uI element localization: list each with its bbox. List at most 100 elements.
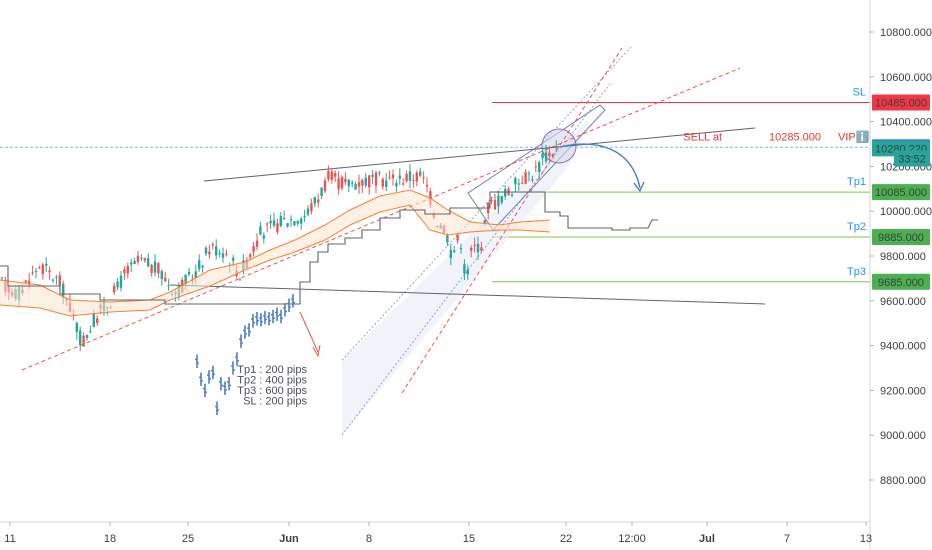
- price-label-text: 10085.000: [875, 187, 927, 199]
- x-tick-label[interactable]: Jul: [699, 533, 715, 545]
- candle-body: [303, 216, 306, 218]
- candle-body: [412, 180, 415, 182]
- candle-body: [208, 251, 211, 255]
- x-tick-label[interactable]: 15: [463, 533, 475, 545]
- level-label: Tp1: [847, 176, 866, 188]
- targets-note-line: Tp1 : 200 pips: [237, 364, 307, 376]
- drawing-overlays: [21, 45, 766, 436]
- candle-body: [514, 177, 517, 185]
- x-tick-label[interactable]: 25: [182, 533, 194, 545]
- y-tick-label[interactable]: 8800.000: [880, 475, 926, 487]
- y-tick-label[interactable]: 9800.000: [880, 251, 926, 263]
- candle-body: [249, 254, 252, 258]
- targets-note-line: Tp3 : 600 pips: [237, 385, 307, 397]
- x-axis[interactable]: 11 18 25 Jun 8 15 22 12:00 Jul 7 13: [4, 522, 872, 545]
- candle-body: [164, 277, 167, 282]
- candle-body: [405, 173, 408, 182]
- candle-body: [510, 194, 514, 196]
- candle-body: [351, 182, 354, 184]
- candle-body: [194, 271, 197, 278]
- candle-body: [45, 263, 48, 266]
- y-tick-label[interactable]: 9200.000: [880, 385, 926, 397]
- cloud-fill: [0, 190, 550, 316]
- candle-body: [157, 263, 160, 274]
- candle-body: [306, 208, 310, 215]
- candle-body: [330, 171, 333, 180]
- candle-body: [334, 173, 337, 177]
- candle-body: [82, 335, 85, 347]
- candle-body: [425, 184, 429, 187]
- candle-body: [548, 152, 551, 157]
- candle-body: [493, 200, 497, 210]
- candle-body: [283, 218, 286, 220]
- price-label-bg: [894, 150, 930, 167]
- candle-body: [150, 264, 153, 273]
- candle-body: [357, 182, 361, 187]
- targets-note-line: Tp2 : 400 pips: [237, 375, 307, 387]
- candle-body: [221, 253, 225, 258]
- x-tick-label[interactable]: 12:00: [618, 533, 646, 545]
- candle-body: [184, 274, 187, 285]
- candle-body: [470, 247, 473, 251]
- price-labels: 10485.00010285.00010280.22033:5210085.00…: [872, 94, 930, 290]
- x-tick-label[interactable]: 22: [560, 533, 572, 545]
- candle-body: [41, 264, 44, 275]
- candle-body: [119, 275, 123, 288]
- candle-body: [126, 266, 129, 274]
- channel-fill: [342, 118, 590, 435]
- candle-body: [402, 183, 405, 185]
- candle-body: [446, 234, 449, 243]
- y-tick-label[interactable]: 9000.000: [880, 430, 926, 442]
- x-tick-label[interactable]: 8: [366, 533, 372, 545]
- candle-body: [408, 171, 412, 181]
- candle-body: [204, 247, 208, 254]
- x-tick-label[interactable]: Jun: [279, 533, 299, 545]
- candle-body: [456, 234, 459, 241]
- candle-body: [255, 240, 259, 247]
- candle-body: [85, 334, 89, 339]
- candle-body: [198, 260, 201, 270]
- candle-body: [89, 331, 92, 333]
- candle-body: [296, 220, 299, 224]
- x-tick-label[interactable]: 11: [4, 533, 15, 545]
- x-tick-label[interactable]: 18: [104, 533, 116, 545]
- lower-support-line: [169, 284, 766, 305]
- candle-body: [130, 262, 133, 265]
- y-tick-label[interactable]: 10000.000: [880, 206, 932, 218]
- y-tick-label[interactable]: 10600.000: [880, 72, 932, 84]
- candle-body: [187, 271, 191, 275]
- down-arrow-head: [312, 344, 321, 358]
- candle-body: [48, 270, 51, 273]
- candle-body: [500, 196, 503, 203]
- x-tick-label[interactable]: 13: [860, 533, 872, 545]
- candle-body: [422, 177, 425, 179]
- y-tick-label[interactable]: 10800.000: [880, 27, 932, 39]
- candle-body: [354, 184, 357, 190]
- candle-body: [517, 183, 520, 185]
- price-label-bg: [872, 228, 930, 245]
- candle-body: [96, 318, 99, 324]
- y-axis[interactable]: 10800.00010600.00010400.00010200.0001000…: [870, 27, 932, 487]
- level-label: SL: [853, 87, 866, 99]
- candle-body: [337, 178, 340, 190]
- plot-area[interactable]: [0, 0, 870, 522]
- candle-body: [31, 272, 34, 274]
- candle-body: [269, 220, 272, 224]
- upper-resistance-line: [203, 127, 756, 182]
- y-tick-label[interactable]: 10400.000: [880, 117, 932, 129]
- x-tick-label[interactable]: 7: [784, 533, 790, 545]
- candle-body: [300, 218, 303, 224]
- candle-body: [211, 244, 214, 246]
- candle-body: [116, 281, 119, 288]
- candle-body: [483, 220, 486, 225]
- candle-body: [310, 203, 313, 212]
- y-tick-label[interactable]: 9600.000: [880, 296, 926, 308]
- sell-price: 10285.000: [769, 131, 821, 143]
- y-tick-label[interactable]: 9400.000: [880, 341, 926, 353]
- candle-body: [252, 246, 255, 252]
- level-label: Tp2: [847, 221, 866, 233]
- candle-body: [381, 178, 384, 187]
- candle-body: [398, 175, 401, 179]
